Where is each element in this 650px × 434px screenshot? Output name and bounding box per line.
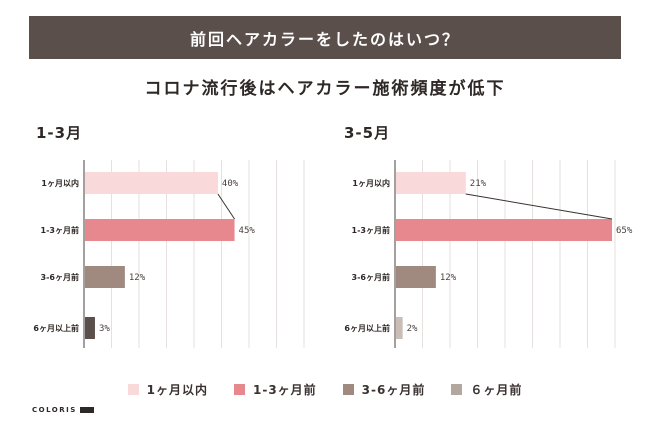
brand-bar	[79, 407, 94, 413]
legend-swatch	[342, 384, 354, 395]
connector-line	[465, 193, 613, 220]
bar	[85, 317, 95, 339]
connector-line	[217, 193, 235, 220]
chart-header: 前回ヘアカラーをしたのはいつ？	[29, 16, 621, 59]
legend-swatch	[451, 384, 463, 395]
subtitle: コロナ流行後はヘアカラー施術頻度が低下	[144, 79, 506, 99]
value-label: 65%	[616, 226, 633, 236]
legend-swatch	[233, 384, 245, 395]
value-label: 3%	[99, 324, 110, 334]
bar	[396, 317, 403, 339]
value-label: 12%	[129, 273, 146, 283]
legend-label: 3-6ヶ月前	[361, 383, 426, 397]
value-label: 45%	[239, 226, 256, 236]
value-label: 40%	[222, 179, 239, 189]
bar	[396, 172, 466, 194]
legend-label: ６ヶ月前	[470, 383, 523, 397]
chart-left: 1ヶ月以内 40% 1-3ヶ月前 45% 3-6ヶ月前 12% 6ヶ月以上前 3%	[33, 160, 305, 348]
bar	[85, 219, 235, 241]
legend-item-1-3m: 1-3ヶ月前	[233, 381, 317, 398]
category-label: 1-3ヶ月前	[41, 225, 79, 235]
legend-label: 1-3ヶ月前	[252, 383, 317, 397]
category-label: 3-6ヶ月前	[41, 272, 79, 282]
value-label: 21%	[470, 179, 487, 189]
category-label: 1ヶ月以内	[352, 178, 390, 188]
header-title: 前回ヘアカラーをしたのはいつ？	[189, 29, 460, 49]
bar	[396, 266, 436, 288]
bar	[85, 266, 125, 288]
legend-swatch	[127, 384, 139, 395]
brand-name: COLORIS	[32, 406, 77, 414]
chart-right: 1ヶ月以内 21% 1-3ヶ月前 65% 3-6ヶ月前 12% 6ヶ月以上前 2%	[344, 160, 633, 348]
bar	[396, 219, 612, 241]
legend-item-6m: ６ヶ月前	[451, 381, 522, 398]
category-label: 1ヶ月以内	[41, 178, 79, 188]
legend-item-3-6m: 3-6ヶ月前	[342, 381, 426, 398]
brand-logo: COLORIS	[32, 406, 94, 414]
category-label: 6ヶ月以上前	[33, 323, 79, 333]
legend: 1ヶ月以内 1-3ヶ月前 3-6ヶ月前 ６ヶ月前	[0, 381, 650, 398]
category-label: 1-3ヶ月前	[352, 225, 390, 235]
value-label: 12%	[440, 273, 457, 283]
category-label: 6ヶ月以上前	[344, 323, 390, 333]
category-label: 3-6ヶ月前	[352, 272, 390, 282]
value-label: 2%	[407, 324, 418, 334]
bar	[85, 172, 218, 194]
panel-title-right: 3-5月	[344, 124, 391, 142]
panel-title-left: 1-3月	[36, 124, 83, 142]
legend-label: 1ヶ月以内	[146, 383, 208, 397]
legend-item-within-1m: 1ヶ月以内	[127, 381, 208, 398]
